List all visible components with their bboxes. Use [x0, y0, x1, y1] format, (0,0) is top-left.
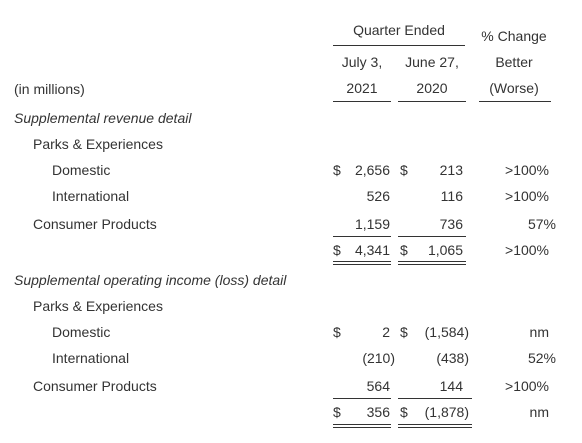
operating-international-cur: (210): [362, 350, 395, 366]
operating-domestic-label: Domestic: [52, 324, 111, 340]
units-label: (in millions): [14, 81, 85, 97]
revenue-consumer-cur: 1,159: [354, 216, 390, 232]
col2-header-underline: [398, 101, 466, 102]
revenue-subtotal-line-prev: [398, 236, 466, 237]
revenue-consumer-prev: 736: [439, 216, 463, 232]
revenue-parks-label: Parks & Experiences: [33, 136, 163, 152]
quarter-ended-underline: [333, 45, 465, 46]
revenue-section-title: Supplemental revenue detail: [14, 110, 192, 126]
operating-domestic-pct: nm: [529, 324, 549, 340]
col1-header-year: 2021: [346, 80, 378, 96]
operating-total-prev-symbol: $: [400, 404, 408, 420]
revenue-domestic-cur-symbol: $: [333, 162, 341, 178]
revenue-domestic-label: Domestic: [52, 162, 111, 178]
operating-total-cur-symbol: $: [333, 404, 341, 420]
col1-header-date: July 3,: [341, 54, 383, 70]
revenue-total-prev-symbol: $: [400, 242, 408, 258]
revenue-total-prev: 1,065: [427, 242, 463, 258]
operating-consumer-pct: >100%: [505, 378, 549, 394]
revenue-subtotal-line-cur: [333, 236, 391, 237]
revenue-consumer-pct: 57%: [527, 216, 556, 232]
revenue-domestic-prev: 213: [439, 162, 463, 178]
operating-domestic-prev-symbol: $: [400, 324, 408, 340]
pct-change-header: % Change: [481, 28, 547, 44]
operating-international-label: International: [52, 350, 130, 366]
operating-total-pct: nm: [529, 404, 549, 420]
revenue-total-pct: >100%: [505, 242, 549, 258]
col2-header-date: June 27,: [405, 54, 459, 70]
operating-domestic-prev: (1,584): [424, 324, 469, 340]
operating-consumer-prev: 144: [439, 378, 463, 394]
operating-international-pct: 52%: [527, 350, 556, 366]
operating-parks-label: Parks & Experiences: [33, 298, 163, 314]
revenue-domestic-prev-symbol: $: [400, 162, 408, 178]
pct-worse-header: (Worse): [489, 80, 539, 96]
revenue-total-cur-symbol: $: [333, 242, 341, 258]
operating-total-cur: 356: [366, 404, 390, 420]
pct-header-underline: [479, 101, 551, 102]
revenue-international-cur: 526: [366, 188, 390, 204]
revenue-consumer-label: Consumer Products: [33, 216, 157, 232]
revenue-domestic-pct: >100%: [505, 162, 549, 178]
col1-header-underline: [333, 101, 391, 102]
operating-domestic-cur: 2: [382, 324, 390, 340]
revenue-total-cur: 4,341: [354, 242, 390, 258]
revenue-international-pct: >100%: [505, 188, 549, 204]
quarter-ended-header: Quarter Ended: [353, 22, 445, 38]
revenue-international-prev: 116: [440, 188, 463, 204]
revenue-total-double-line-cur: [333, 261, 391, 265]
operating-subtotal-line-cur: [333, 398, 391, 399]
operating-subtotal-line-prev: [398, 398, 472, 399]
operating-total-prev: (1,878): [424, 404, 469, 420]
operating-section-title: Supplemental operating income (loss) det…: [14, 272, 287, 288]
operating-total-double-line-prev: [398, 424, 472, 428]
operating-consumer-label: Consumer Products: [33, 378, 157, 394]
operating-consumer-cur: 564: [366, 378, 390, 394]
revenue-international-label: International: [52, 188, 130, 204]
operating-domestic-cur-symbol: $: [333, 324, 341, 340]
pct-better-header: Better: [495, 54, 533, 70]
operating-total-double-line-cur: [333, 424, 391, 428]
revenue-domestic-cur: 2,656: [354, 162, 390, 178]
col2-header-year: 2020: [416, 80, 448, 96]
operating-international-prev: (438): [436, 350, 469, 366]
revenue-total-double-line-prev: [398, 261, 466, 265]
